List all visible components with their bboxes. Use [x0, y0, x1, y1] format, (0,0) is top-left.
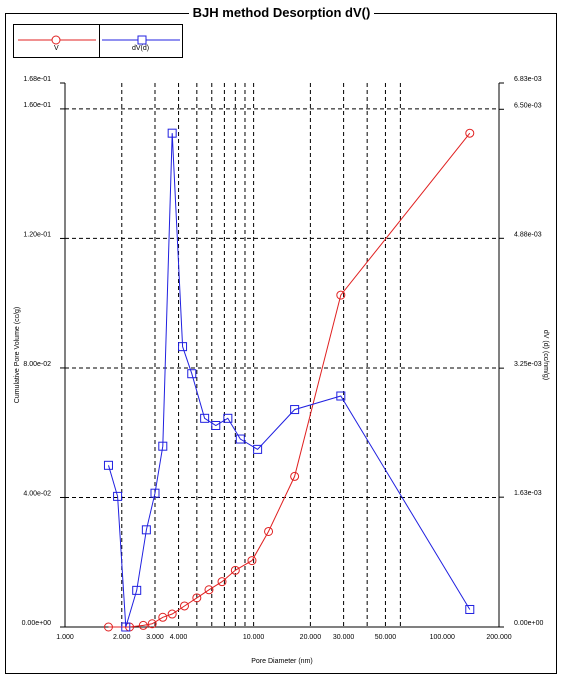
data-point-v	[230, 565, 240, 575]
y-tick-label-left: 1.60e-01	[23, 102, 51, 109]
data-point-dv	[253, 444, 263, 454]
data-point-v	[147, 619, 157, 629]
data-point-v	[204, 585, 214, 595]
y-tick-label-left: 0.00e+00	[22, 620, 51, 627]
series-line-dv	[108, 133, 471, 628]
data-point-v	[217, 577, 227, 587]
data-point-dv	[187, 369, 197, 379]
y-tick-label-right: 1.63e-03	[514, 490, 542, 497]
data-point-v	[336, 290, 346, 300]
x-tick-label: 200.000	[486, 634, 511, 641]
data-point-v	[103, 622, 113, 632]
data-point-dv	[121, 622, 131, 632]
data-point-v	[138, 620, 148, 630]
y-tick-label-left: 4.00e-02	[23, 490, 51, 497]
x-tick-label: 20.000	[300, 634, 322, 641]
x-tick-label: 50.000	[375, 634, 397, 641]
data-point-dv	[235, 434, 245, 444]
data-point-dv	[200, 413, 210, 423]
data-point-dv	[103, 460, 113, 470]
data-point-v	[290, 471, 300, 481]
legend-swatches	[18, 35, 180, 45]
y-axis-label-right: dV (d) (cc/nm/g)	[542, 330, 549, 380]
y-tick-label-left: 1.20e-01	[23, 231, 51, 238]
legend-divider	[99, 25, 100, 58]
x-tick-label: 4.000	[170, 634, 188, 641]
x-tick-label: 2.000	[113, 634, 131, 641]
tick-labels: 0.00e+00 4.00e-02 8.00e-02 1.20e-01 1.60e-01…	[22, 76, 544, 641]
data-point-dv	[223, 413, 233, 423]
y-tick-label-right: 3.25e-03	[514, 361, 542, 368]
data-point-dv	[465, 604, 475, 614]
x-tick-label: 1.000	[56, 634, 74, 641]
data-point-v	[465, 128, 475, 138]
chart-title-text: BJH method Desorption dV()	[188, 5, 375, 20]
y-tick-label-left: 8.00e-02	[23, 361, 51, 368]
data-point-dv	[141, 525, 151, 535]
legend: V dV(d)	[13, 24, 183, 58]
y-tick-label-right: 4.88e-03	[514, 231, 542, 238]
data-point-v	[167, 609, 177, 619]
x-tick-label: 30.000	[333, 634, 355, 641]
legend-marker-dv	[137, 35, 147, 45]
x-tick-label: 100.000	[430, 634, 455, 641]
grid-lines	[65, 83, 499, 627]
data-point-dv	[290, 405, 300, 415]
series-line-v	[108, 132, 471, 628]
data-point-dv	[211, 420, 221, 430]
y-tick-label-right: 6.50e-03	[514, 102, 542, 109]
y-tick-label-right: 6.83e-03	[514, 76, 542, 83]
axes	[60, 82, 504, 628]
legend-label-v: V	[54, 45, 59, 52]
x-tick-label: 10.000	[243, 634, 265, 641]
data-point-dv	[167, 128, 177, 138]
x-tick-label: 3.000	[146, 634, 164, 641]
data-point-v	[247, 556, 257, 566]
legend-marker-v	[51, 35, 61, 45]
y-axis-label-left: Cumulative Pore Volume (cc/g)	[14, 307, 21, 403]
data-point-dv	[150, 488, 160, 498]
x-axis-label: Pore Diameter (nm)	[251, 658, 312, 665]
y-tick-label-left: 1.68e-01	[23, 76, 51, 83]
legend-label-dv: dV(d)	[132, 45, 150, 52]
y-tick-label-right: 0.00e+00	[514, 620, 543, 627]
data-point-v	[192, 593, 202, 603]
data-point-v	[158, 612, 168, 622]
data-point-dv	[178, 342, 188, 352]
data-point-dv	[132, 585, 142, 595]
data-point-dv	[113, 491, 123, 501]
series-layer	[103, 128, 475, 632]
data-point-dv	[158, 441, 168, 451]
data-point-dv	[336, 391, 346, 401]
data-point-v	[179, 601, 189, 611]
chart-title: BJH method Desorption dV()	[0, 5, 563, 21]
data-point-v	[264, 526, 274, 536]
